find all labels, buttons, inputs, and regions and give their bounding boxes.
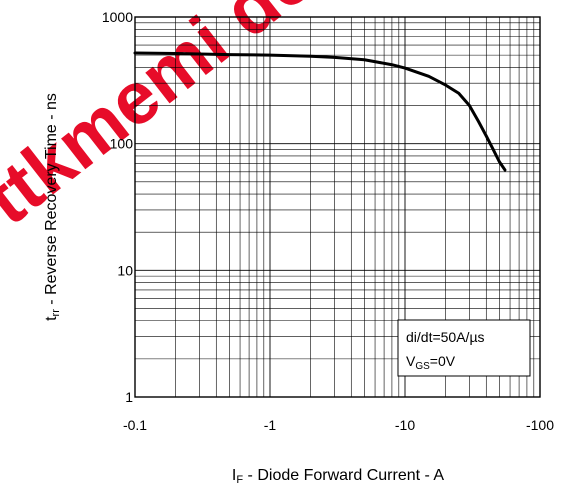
y-tick-label: 1000: [102, 9, 133, 25]
vgs-prefix: V: [406, 353, 416, 369]
xlabel-sub: F: [236, 474, 243, 486]
x-tick-label: -10: [395, 417, 415, 433]
annotation-vgs: VGS=0V: [406, 353, 456, 372]
x-tick-label: -0.1: [123, 417, 147, 433]
xlabel-prefix: I: [232, 467, 236, 484]
annotation-frame: [397, 319, 531, 377]
x-tick-label: -100: [526, 417, 554, 433]
annotation-box: di/dt=50A/µs VGS=0V: [397, 319, 531, 377]
watermark-text: ttkmemi designer: [0, 0, 503, 241]
series-line: [133, 51, 507, 172]
series-layer: [133, 51, 507, 172]
x-tick-label: -1: [264, 417, 277, 433]
y-tick-label: 1: [125, 389, 133, 405]
y-axis-label: trr - Reverse Recovery Time - ns: [43, 93, 62, 321]
y-tick-label: 100: [110, 136, 134, 152]
vgs-sub: GS: [415, 361, 430, 372]
tick-labels: -0.1 -1 -10 -100 1 10 100 1000: [102, 9, 554, 433]
watermark: ttkmemi designer: [0, 0, 503, 241]
x-axis-label: IF - Diode Forward Current - A: [232, 467, 444, 486]
xlabel-rest: - Diode Forward Current - A: [243, 467, 444, 484]
annotation-didt: di/dt=50A/µs: [406, 329, 485, 345]
ylabel-rest: - Reverse Recovery Time - ns: [43, 93, 60, 309]
plot-frame: [134, 16, 541, 398]
vgs-rest: =0V: [430, 353, 456, 369]
ylabel-prefix: t: [43, 316, 60, 321]
ylabel-sub: rr: [50, 309, 62, 317]
y-tick-label: 10: [117, 262, 133, 278]
